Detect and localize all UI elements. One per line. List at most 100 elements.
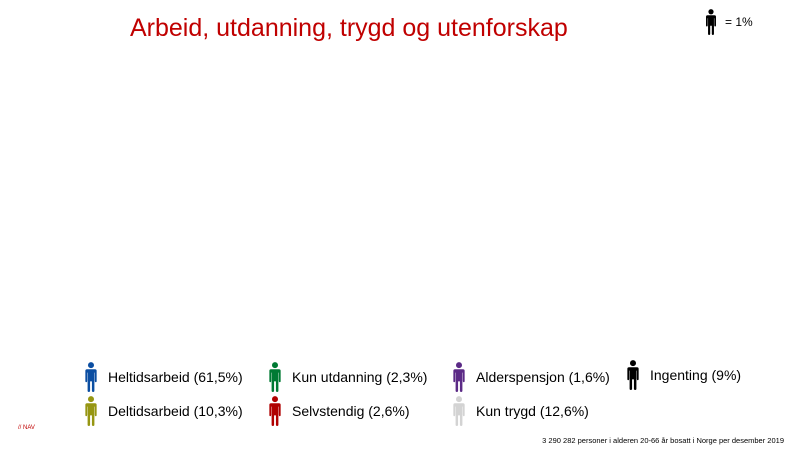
icon-fill-segment xyxy=(653,124,674,177)
person-icon xyxy=(343,124,364,177)
icon-fill-segment xyxy=(174,183,195,235)
icon-fill-segment xyxy=(512,241,533,294)
icon-fill-segment xyxy=(428,300,449,352)
icon-fill-segment xyxy=(118,66,138,118)
icon-fill-segment xyxy=(569,300,590,352)
person-icon xyxy=(118,300,138,352)
person-icon xyxy=(428,241,449,294)
person-icon xyxy=(456,241,477,294)
icon-fill-segment xyxy=(456,150,477,177)
person-icon xyxy=(343,300,364,352)
person-icon xyxy=(202,300,223,352)
legend-label: Heltidsarbeid (61,5%) xyxy=(108,369,243,385)
person-icon xyxy=(484,183,505,235)
icon-fill-segment xyxy=(315,183,336,235)
icon-fill-segment xyxy=(259,66,279,118)
person-icon xyxy=(626,360,640,390)
person-icon xyxy=(484,241,505,294)
person-icon xyxy=(315,66,336,118)
person-icon xyxy=(146,241,167,294)
icon-fill-segment xyxy=(653,241,674,294)
icon-fill-segment xyxy=(512,183,533,235)
person-icon xyxy=(371,183,392,235)
legend-label: Kun trygd (12,6%) xyxy=(476,403,589,419)
icon-fill-segment xyxy=(400,66,420,118)
legend-item-selvstendig: Selvstendig (2,6%) xyxy=(268,396,410,426)
icon-fill-segment xyxy=(428,66,449,118)
person-icon xyxy=(230,66,251,118)
icon-fill-segment xyxy=(259,183,279,235)
person-icon xyxy=(597,124,618,177)
icon-fill-segment xyxy=(569,183,590,235)
person-icon xyxy=(703,9,719,35)
icon-fill-segment xyxy=(625,300,646,352)
icon-fill-segment xyxy=(625,66,646,114)
person-icon xyxy=(259,241,279,294)
icon-fill-segment xyxy=(371,66,392,118)
icon-fill-segment xyxy=(597,124,618,177)
person-icon xyxy=(428,66,449,118)
person-icon xyxy=(202,66,223,118)
person-icon xyxy=(428,183,449,235)
icon-fill-segment xyxy=(287,66,308,118)
legend-label: Deltidsarbeid (10,3%) xyxy=(108,403,243,419)
person-icon xyxy=(625,66,646,118)
icon-fill-segment xyxy=(230,66,251,118)
icon-fill-segment xyxy=(343,124,364,177)
icon-fill-segment xyxy=(174,300,195,352)
legend-label: Selvstendig (2,6%) xyxy=(292,403,410,419)
person-icon xyxy=(569,66,590,118)
person-icon xyxy=(484,66,505,118)
icon-fill-segment xyxy=(541,300,561,352)
icon-fill-segment xyxy=(343,241,364,294)
person-icon xyxy=(400,183,420,235)
person-icon xyxy=(569,124,590,177)
person-icon xyxy=(287,124,308,177)
person-icon xyxy=(653,124,674,177)
icon-fill-segment xyxy=(174,124,195,177)
icon-fill-segment xyxy=(484,300,505,352)
person-icon xyxy=(625,183,646,235)
icon-fill-segment xyxy=(400,300,420,352)
icon-fill-segment xyxy=(625,124,646,177)
person-icon xyxy=(230,241,251,294)
legend-item-kun-utdanning: Kun utdanning (2,3%) xyxy=(268,362,427,392)
person-icon xyxy=(118,124,138,177)
icon-fill-segment xyxy=(597,183,618,235)
legend-swatch xyxy=(85,396,97,426)
icon-fill-segment xyxy=(230,183,251,235)
source-label: // NAV xyxy=(18,425,35,431)
person-icon xyxy=(653,183,674,235)
icon-fill-segment xyxy=(653,66,674,118)
person-icon xyxy=(259,183,279,235)
icon-fill-segment xyxy=(484,183,505,235)
person-icon xyxy=(371,241,392,294)
icon-fill-segment xyxy=(118,300,138,352)
icon-fill-segment xyxy=(202,183,223,235)
legend-swatch xyxy=(85,362,97,392)
icon-fill-segment xyxy=(541,160,561,177)
icon-fill-segment xyxy=(597,300,618,352)
person-icon xyxy=(287,66,308,118)
legend-swatch xyxy=(453,362,465,392)
icon-fill-segment xyxy=(287,124,308,177)
legend-item-heltidsarbeid: Heltidsarbeid (61,5%) xyxy=(84,362,243,392)
legend-item-ingenting: Ingenting (9%) xyxy=(626,360,741,390)
person-icon xyxy=(456,183,477,235)
icon-fill-segment xyxy=(541,257,561,294)
icon-fill-segment xyxy=(456,241,477,294)
person-icon xyxy=(569,183,590,235)
legend-swatch xyxy=(269,362,281,392)
person-icon xyxy=(146,124,167,177)
person-icon xyxy=(174,124,195,177)
icon-fill-segment xyxy=(174,66,195,118)
legend-label: Kun utdanning (2,3%) xyxy=(292,369,428,385)
person-icon xyxy=(452,362,466,392)
icon-fill-segment xyxy=(118,183,138,235)
icon-fill-segment xyxy=(597,66,618,118)
person-icon xyxy=(541,241,561,294)
icon-grid xyxy=(118,66,674,352)
legend-item-kun-trygd: Kun trygd (12,6%) xyxy=(452,396,589,426)
person-icon xyxy=(343,183,364,235)
icon-fill-segment xyxy=(118,241,138,294)
